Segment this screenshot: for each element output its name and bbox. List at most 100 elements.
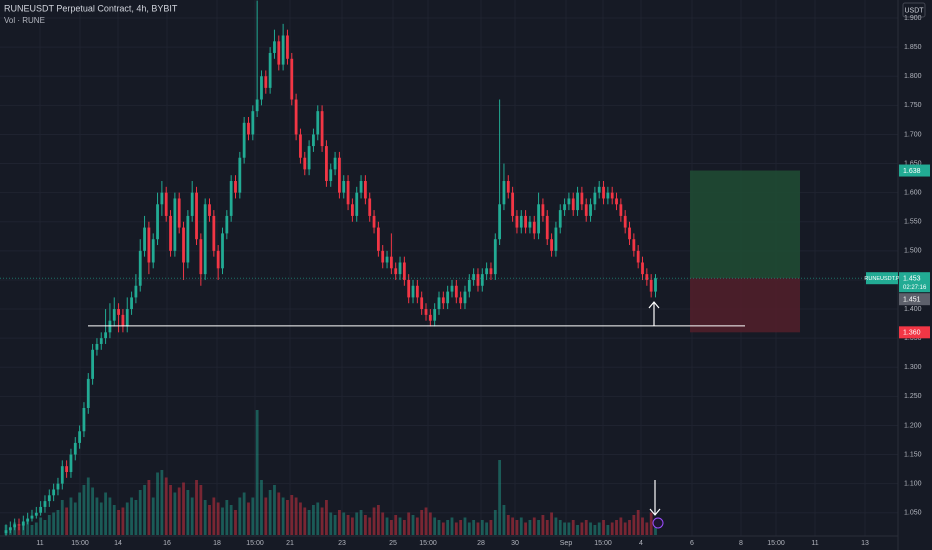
candle-body [628, 227, 631, 240]
currency-button[interactable] [902, 2, 926, 18]
candle-body [242, 122, 246, 158]
candle-body [480, 274, 484, 286]
candle-body [441, 297, 445, 304]
volume-bar [368, 517, 372, 535]
symbol-tag-label: RUNEUSDT.P [864, 276, 899, 282]
x-tick-label: 25 [389, 540, 397, 547]
x-tick-label: 23 [338, 540, 346, 547]
volume-bar [394, 515, 398, 535]
candle-body [143, 227, 146, 251]
candle-body [316, 111, 320, 135]
volume-bar [156, 472, 159, 535]
volume-bar [91, 487, 94, 535]
candle-body [593, 192, 597, 205]
volume-bar [99, 502, 103, 535]
candle-body [56, 483, 60, 490]
currency-label[interactable]: USDT [904, 7, 924, 14]
candle-body [47, 495, 51, 502]
volume-bar [489, 520, 493, 535]
candle-body [610, 192, 614, 199]
candle-body [645, 274, 649, 280]
volume-bar [338, 510, 341, 535]
candle-body [580, 192, 584, 205]
candle-body [177, 198, 181, 228]
y-tick-label: 1.650 [904, 160, 922, 167]
volume-bar [480, 520, 484, 535]
volume-bar [130, 497, 133, 535]
volume-bar [550, 512, 553, 535]
volume-bar [329, 512, 333, 535]
candle-body [225, 215, 229, 234]
candle-body [576, 192, 579, 211]
candle-body [21, 521, 25, 526]
volume-bar [528, 520, 532, 535]
candle-body [463, 291, 467, 304]
x-tick-label: 14 [114, 540, 122, 547]
x-tick-label: 16 [163, 540, 171, 547]
candle-body [99, 338, 103, 344]
y-tick-label: 1.700 [904, 131, 922, 138]
volume-bar [567, 522, 571, 535]
volume-bar [73, 502, 77, 535]
candle-body [641, 262, 644, 275]
volume-bar [303, 507, 307, 535]
volume-bar [320, 507, 324, 535]
candle-body [208, 204, 211, 216]
x-tick-label: 13 [861, 540, 869, 547]
volume-bar [498, 460, 502, 535]
candle-body [333, 157, 337, 170]
candle-body [212, 215, 216, 251]
candle-body [524, 215, 527, 228]
candle-body [26, 518, 30, 522]
candle-body [381, 250, 385, 263]
candle-body [359, 181, 363, 193]
volume-bar [376, 505, 380, 535]
candle-body [182, 227, 185, 263]
volume-bar [467, 522, 471, 535]
volume-bar [216, 502, 220, 535]
volume-bar [411, 515, 415, 535]
volume-bar [312, 505, 315, 535]
candle-body [73, 442, 77, 455]
event-icon[interactable] [652, 517, 664, 529]
volume-bar [60, 500, 64, 535]
volume-bar [52, 512, 56, 535]
candle-body [368, 198, 372, 216]
candle-body [450, 285, 454, 292]
candle-body [260, 76, 263, 100]
price-label: 1.453 [903, 276, 921, 283]
volume-bar [30, 525, 34, 535]
volume-bar [229, 505, 233, 535]
volume-bar [554, 517, 558, 535]
volume-bar [307, 510, 311, 535]
x-tick-label: 30 [511, 540, 519, 547]
volume-bar [641, 517, 644, 535]
candle-body [454, 285, 458, 298]
volume-bar [234, 510, 237, 535]
candle-body [186, 215, 190, 263]
volume-bar [95, 497, 99, 535]
candle-body [8, 527, 12, 531]
candle-body [506, 181, 510, 193]
volume-bar [619, 517, 623, 535]
up-arrow [648, 301, 660, 326]
volume-bar [264, 497, 268, 535]
candle-body [428, 314, 432, 321]
candle-body [199, 239, 203, 275]
candle-body [264, 76, 268, 88]
candle-body [134, 285, 138, 298]
volume-bar [104, 492, 107, 535]
volume-bar [316, 502, 320, 535]
price-label: 1.360 [903, 330, 921, 337]
candle-body [307, 146, 311, 170]
y-tick-label: 1.550 [904, 219, 922, 226]
x-tick-label: 18 [213, 540, 221, 547]
volume-bar [424, 507, 428, 535]
candle-body [394, 268, 398, 275]
volume-bar [69, 497, 73, 535]
candle-body [281, 35, 285, 65]
volume-bar [43, 520, 47, 535]
candle-body [329, 169, 333, 182]
volume-bar [143, 485, 146, 535]
y-tick-label: 1.600 [904, 189, 922, 196]
